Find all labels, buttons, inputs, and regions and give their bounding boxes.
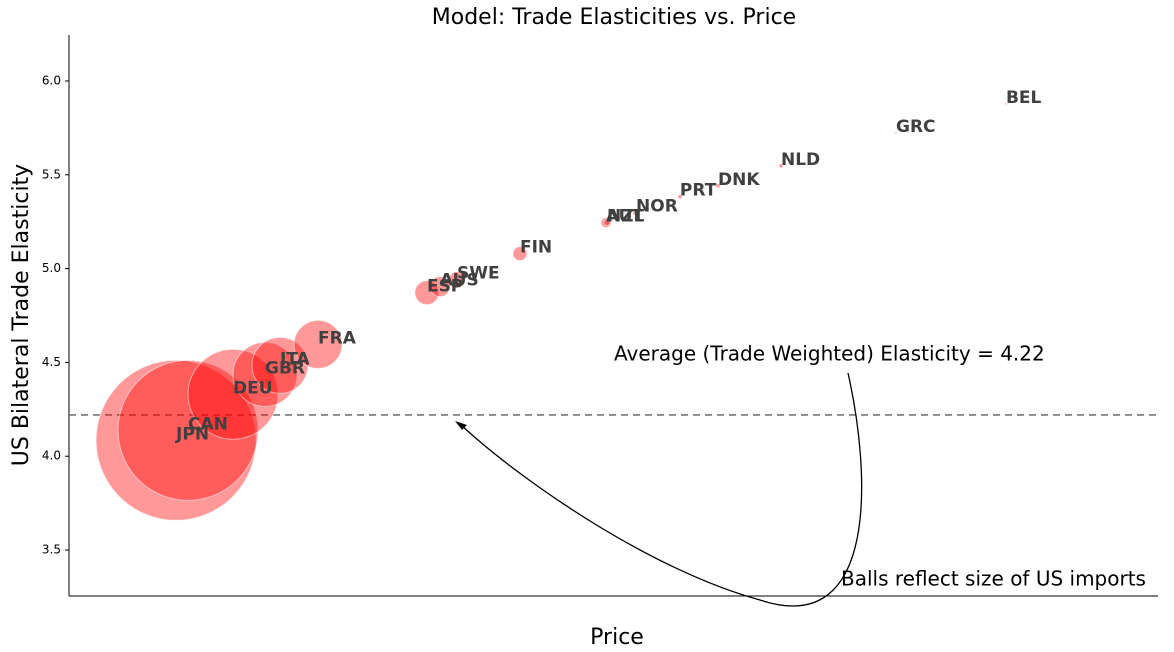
point-label: FIN (520, 238, 552, 258)
bubble (894, 131, 898, 135)
point-label: ESP (427, 277, 463, 297)
point-label: NZL (607, 207, 645, 227)
annotation-arrow (459, 372, 863, 607)
y-tick-label: 6.0 (42, 73, 61, 87)
y-tick-label: 4.0 (42, 449, 61, 463)
point-label: CAN (188, 414, 228, 434)
y-tick-label: 5.5 (42, 167, 61, 181)
y-tick-label: 4.5 (42, 355, 61, 369)
arrow-head (455, 421, 467, 430)
point-label: GBR (265, 358, 305, 378)
point-label: NOR (636, 197, 678, 217)
y-tick-label: 3.5 (42, 543, 61, 557)
point-label: FRA (318, 328, 357, 348)
point-label: DEU (233, 378, 273, 398)
point-label: ITA (280, 349, 311, 369)
bubble (603, 219, 611, 227)
bubble (429, 276, 451, 298)
point-label: DNK (718, 170, 760, 190)
bubble (677, 194, 683, 200)
bubble (414, 280, 440, 306)
bubble (95, 359, 257, 521)
x-axis-label: Price (590, 625, 644, 650)
chart-title: Model: Trade Elasticities vs. Price (432, 5, 796, 30)
bubble (1004, 102, 1008, 106)
bubble (778, 163, 784, 169)
y-tick-label: 5.0 (42, 261, 61, 275)
point-label: NLD (781, 150, 820, 170)
point-label: AUS (440, 271, 479, 291)
bubble (187, 348, 279, 440)
bubble (293, 319, 343, 369)
bubble (251, 336, 309, 394)
annotation: Average (Trade Weighted) Elasticity = 4.… (614, 342, 1045, 366)
point-label: JPN (175, 424, 209, 444)
annotation: Balls reflect size of US imports (841, 567, 1146, 591)
bubble (632, 209, 640, 217)
bubble (512, 246, 528, 262)
point-label: GRC (896, 117, 936, 137)
point-label: PRT (680, 181, 717, 201)
y-axis-label: US Bilateral Trade Elasticity (9, 164, 34, 466)
bubble (117, 359, 259, 501)
point-label: AUT (606, 207, 644, 227)
point-label: SWE (457, 264, 500, 284)
point-label: BEL (1006, 88, 1042, 108)
bubble (715, 183, 721, 189)
bubble (448, 271, 466, 289)
bubble (232, 341, 298, 407)
